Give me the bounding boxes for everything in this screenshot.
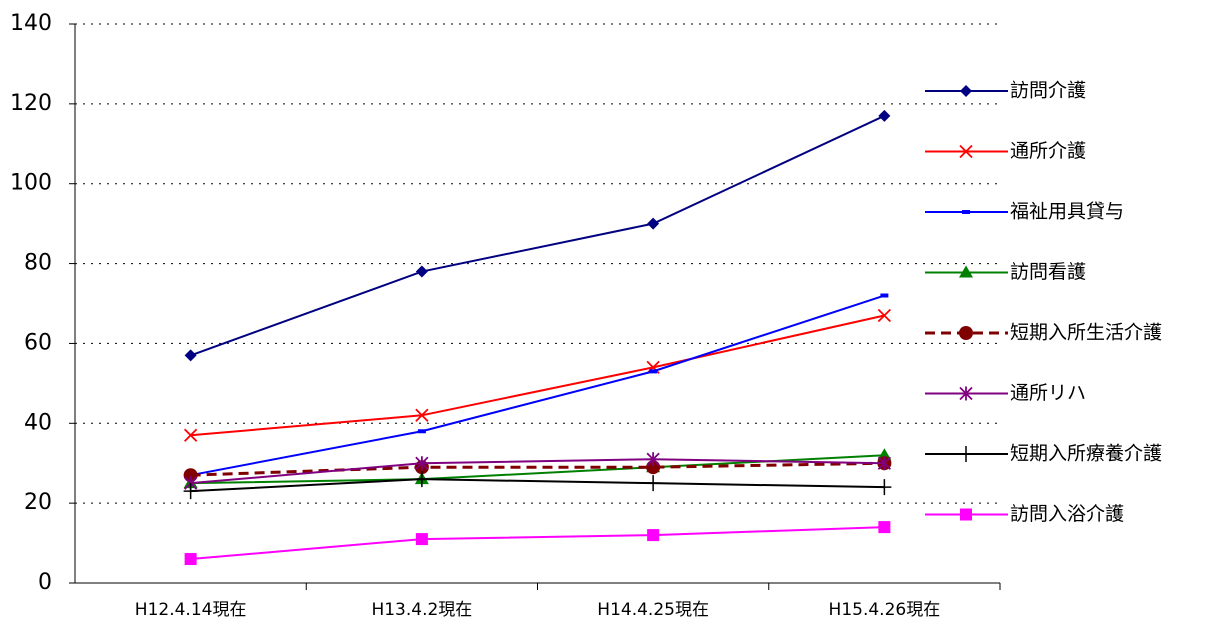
marker [878, 521, 891, 534]
y-tick-label: 140 [10, 11, 52, 36]
y-tick-label: 100 [10, 171, 52, 196]
legend-label: 訪問看護 [1010, 261, 1086, 283]
marker [415, 456, 429, 471]
y-tick-label: 20 [24, 490, 52, 515]
marker [414, 471, 429, 488]
marker [415, 408, 429, 422]
legend-label: 短期入所療養介護 [1010, 443, 1162, 465]
y-tick-label: 80 [24, 251, 52, 276]
y-tick-label: 40 [24, 410, 52, 435]
marker [960, 85, 972, 97]
marker [417, 429, 426, 434]
marker [959, 326, 973, 340]
x-tick-label: H15.4.26現在 [829, 600, 941, 620]
marker [184, 349, 197, 362]
marker [877, 456, 892, 471]
series-line [190, 314, 885, 437]
legend-label: 通所介護 [1010, 140, 1086, 162]
marker [647, 529, 660, 542]
marker [183, 483, 198, 500]
x-tick-label: H14.4.25現在 [597, 600, 709, 620]
marker [415, 265, 428, 278]
marker [184, 553, 197, 566]
marker [959, 386, 973, 401]
series-line [190, 526, 885, 561]
x-tick-label: H13.4.2現在 [371, 600, 472, 620]
legend-label: 通所リハ [1010, 382, 1086, 404]
marker [646, 475, 661, 492]
legend-label: 短期入所生活介護 [1010, 322, 1162, 344]
series-line [190, 294, 885, 477]
marker [183, 428, 198, 442]
marker [877, 308, 892, 323]
series-line [190, 461, 885, 477]
y-tick-label: 60 [24, 330, 52, 355]
marker [960, 508, 972, 521]
marker [962, 210, 970, 214]
series-line [190, 478, 885, 493]
marker [415, 533, 428, 546]
legend-label: 訪問入浴介護 [1010, 503, 1124, 525]
marker [647, 217, 660, 230]
y-tick-label: 120 [10, 91, 52, 116]
legend-label: 訪問介護 [1010, 80, 1086, 102]
marker [646, 452, 660, 467]
series-line [190, 454, 885, 485]
series-line [190, 458, 885, 485]
marker [649, 369, 658, 374]
marker [880, 293, 889, 298]
legend-label: 福祉用具貸与 [1010, 201, 1124, 223]
marker [877, 479, 892, 496]
marker [959, 265, 973, 278]
x-tick-label: H12.4.14現在 [135, 600, 247, 620]
marker [959, 144, 973, 159]
series-line [190, 114, 885, 357]
marker [878, 109, 891, 122]
y-tick-label: 0 [38, 570, 52, 595]
marker [959, 446, 973, 462]
